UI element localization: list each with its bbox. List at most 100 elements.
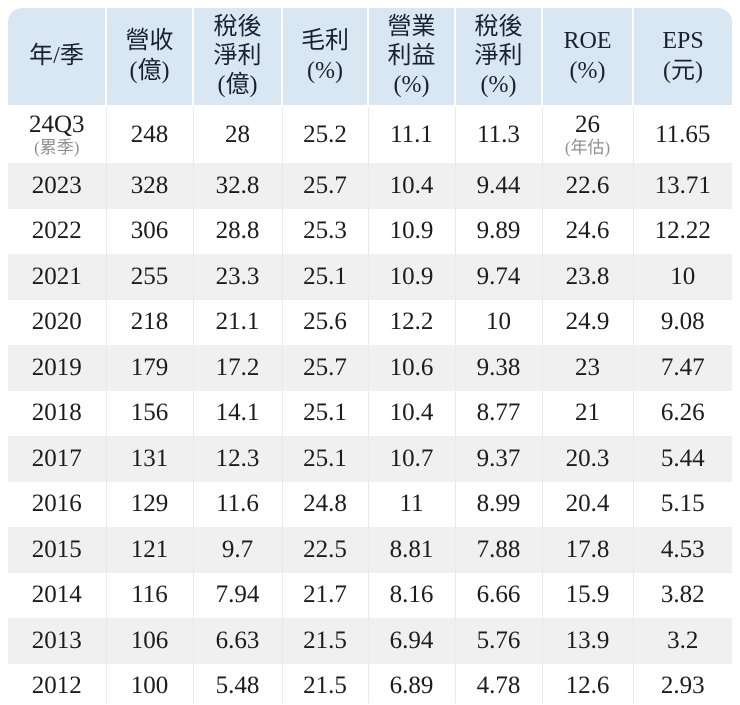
cell-gross: 25.2 [282, 106, 369, 163]
cell-year: 2019 [8, 345, 107, 391]
cell-value: 9.74 [476, 262, 521, 290]
cell-year: 2016 [8, 481, 107, 527]
cell-year: 2017 [8, 436, 107, 482]
cell-value: 7.88 [476, 535, 521, 563]
cell-net_profit: 21.1 [193, 299, 283, 345]
cell-value: 11.6 [216, 490, 259, 518]
cell-year: 24Q3 (累季) [8, 106, 107, 163]
cell-value: 9.89 [476, 217, 521, 245]
cell-value: 10.6 [389, 353, 434, 381]
cell-value: 10.9 [389, 262, 434, 290]
table-row: 2021 255 23.3 25.1 10.9 9.74 23.8 10 [8, 254, 732, 300]
cell-value: 12.22 [654, 217, 711, 245]
cell-net_profit: 17.2 [193, 345, 283, 391]
cell-op_margin: 10.9 [368, 254, 456, 300]
cell-value: 25.1 [303, 444, 347, 472]
table-row: 2012 100 5.48 21.5 6.89 4.78 12.6 2.93 [8, 663, 732, 703]
table-row: 2015 121 9.7 22.5 8.81 7.88 17.8 4.53 [8, 527, 732, 573]
cell-roe: 23.8 [542, 254, 634, 300]
cell-value: 11.3 [477, 120, 520, 148]
cell-value: 2012 [31, 672, 82, 700]
cell-value: 5.44 [660, 444, 705, 472]
cell-value: 2021 [31, 262, 82, 290]
cell-eps: 9.08 [633, 300, 732, 346]
cell-note: (累季) [34, 138, 80, 158]
cell-revenue: 248 [106, 106, 194, 163]
cell-value: 2018 [31, 399, 82, 427]
cell-roe: 24.9 [542, 299, 634, 345]
cell-value: 179 [130, 353, 169, 381]
cell-gross: 24.8 [282, 481, 369, 527]
cell-value: 8.16 [389, 581, 434, 609]
cell-value: 7.94 [215, 581, 260, 609]
cell-value: 12.3 [215, 444, 260, 472]
cell-gross: 25.1 [282, 390, 369, 436]
cell-roe: 26 (年估) [542, 106, 634, 163]
cell-value: 306 [130, 217, 169, 245]
cell-value: 2017 [31, 444, 82, 472]
cell-value: 21.5 [303, 672, 347, 700]
cell-value: 24Q3 [28, 111, 85, 139]
cell-value: 9.7 [221, 535, 254, 563]
cell-value: 17.8 [565, 535, 610, 563]
header-cell-gross: 毛利 (%) [282, 8, 369, 107]
cell-value: 4.53 [660, 535, 705, 563]
header-cell-year: 年/季 [8, 8, 107, 107]
cell-value: 2016 [31, 490, 82, 518]
cell-net_profit: 6.63 [193, 618, 283, 664]
cell-net_margin: 6.66 [455, 572, 543, 618]
cell-net_margin: 9.74 [455, 254, 543, 300]
cell-net_margin: 5.76 [455, 618, 543, 664]
cell-net_margin: 4.78 [455, 663, 543, 703]
cell-note: (年估) [564, 138, 611, 158]
table-row: 2018 156 14.1 25.1 10.4 8.77 21 6.26 [8, 390, 732, 436]
cell-revenue: 106 [106, 618, 194, 664]
cell-value: 25.7 [303, 353, 347, 381]
cell-value: 28.8 [215, 217, 260, 245]
table-body: 24Q3 (累季) 248 28 25.2 11.1 11.3 26 (年估) 11.65 2023… [8, 106, 732, 703]
cell-gross: 21.5 [282, 618, 369, 664]
cell-value: 5.15 [660, 490, 705, 518]
cell-gross: 25.7 [282, 163, 369, 209]
cell-value: 8.81 [389, 535, 434, 563]
cell-value: 5.48 [215, 672, 260, 700]
cell-op_margin: 12.2 [368, 299, 456, 345]
table-row: 2013 106 6.63 21.5 6.94 5.76 13.9 3.2 [8, 618, 732, 664]
cell-net_profit: 28 [193, 106, 283, 163]
cell-revenue: 129 [106, 481, 194, 527]
cell-value: 100 [130, 672, 169, 700]
table-row: 2016 129 11.6 24.8 11 8.99 20.4 5.15 [8, 481, 732, 527]
cell-net_profit: 28.8 [193, 208, 283, 254]
cell-revenue: 100 [106, 663, 194, 703]
cell-op_margin: 6.94 [368, 618, 456, 664]
cell-net_profit: 12.3 [193, 436, 283, 482]
header-cell-net_profit: 稅後 淨利 (億) [193, 8, 283, 107]
cell-value: 121 [130, 535, 169, 563]
cell-value: 106 [130, 626, 169, 654]
cell-value: 24.8 [303, 490, 347, 518]
cell-roe: 24.6 [542, 208, 634, 254]
cell-value: 6.63 [215, 626, 260, 654]
cell-value: 8.99 [476, 490, 521, 518]
header-cell-op_margin: 營業 利益 (%) [368, 8, 456, 107]
cell-value: 20.4 [565, 490, 610, 518]
cell-value: 10.4 [389, 171, 434, 199]
cell-value: 7.47 [660, 353, 705, 381]
cell-value: 116 [131, 581, 168, 609]
cell-value: 25.1 [303, 262, 347, 290]
cell-value: 15.9 [565, 581, 610, 609]
cell-value: 25.7 [303, 171, 347, 199]
cell-value: 6.26 [660, 399, 705, 427]
cell-value: 2015 [31, 535, 82, 563]
cell-revenue: 179 [106, 345, 194, 391]
cell-year: 2015 [8, 527, 107, 573]
cell-value: 218 [130, 308, 169, 336]
cell-value: 17.2 [215, 353, 260, 381]
cell-value: 25.6 [303, 308, 347, 336]
cell-value: 5.76 [476, 626, 521, 654]
cell-eps: 4.53 [633, 527, 732, 573]
header-cell-net_margin: 稅後 淨利 (%) [455, 8, 543, 107]
cell-value: 129 [130, 490, 169, 518]
cell-roe: 21 [542, 390, 634, 436]
cell-net_margin: 10 [455, 299, 543, 345]
